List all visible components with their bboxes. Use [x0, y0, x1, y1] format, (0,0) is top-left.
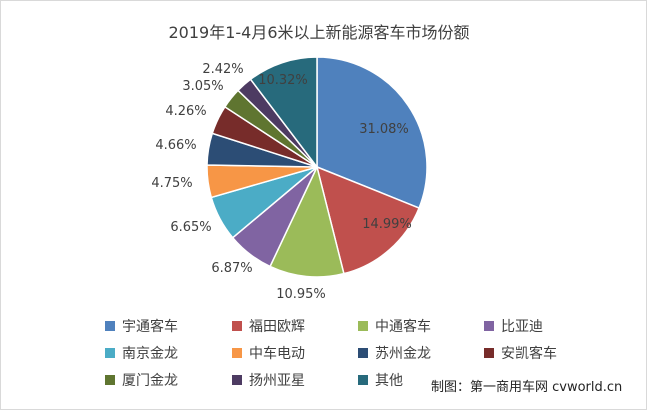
pie-slice-11: [249, 56, 318, 170]
slice-label-11: 10.32%: [258, 73, 308, 88]
pie-slice-3: [269, 164, 345, 278]
slice-label-3: 10.95%: [276, 287, 326, 302]
slice-label-8: 4.26%: [165, 104, 206, 119]
legend-swatch: [105, 375, 115, 385]
slice-label-4: 6.87%: [211, 261, 252, 276]
pie-labels: 31.08% 14.99% 10.95% 6.87% 6.65% 4.75% 4.66% 4.…: [151, 62, 411, 302]
slice-label-2: 14.99%: [362, 217, 412, 232]
slice-label-5: 6.65%: [170, 220, 211, 235]
legend-item-4: 比亚迪: [484, 319, 543, 335]
legend-label: 苏州金龙: [375, 346, 431, 362]
legend-item-9: 厦门金龙: [105, 373, 178, 389]
slice-label-9: 3.05%: [182, 79, 223, 94]
pie-slice-2: [315, 165, 421, 275]
slice-label-6: 4.75%: [151, 176, 192, 191]
chart-title: 2019年1-4月6米以上新能源客车市场份额: [168, 23, 469, 42]
legend-label: 福田欧辉: [249, 319, 305, 335]
legend-item-8: 安凯客车: [484, 345, 557, 362]
legend-swatch: [358, 375, 368, 385]
legend-label: 厦门金龙: [122, 373, 178, 389]
legend-label: 扬州亚星: [249, 373, 305, 389]
legend-swatch: [105, 321, 115, 331]
legend-label: 安凯客车: [501, 345, 557, 362]
legend-item-6: 中车电动: [232, 345, 305, 362]
legend-label: 南京金龙: [122, 346, 178, 362]
legend-label: 宇通客车: [122, 318, 178, 335]
legend-label: 中通客车: [375, 318, 431, 335]
legend-item-7: 苏州金龙: [358, 346, 431, 362]
slice-label-10: 2.42%: [202, 62, 243, 77]
legend-swatch: [232, 375, 242, 385]
legend-swatch: [358, 321, 368, 331]
legend-swatch: [105, 348, 115, 358]
legend-label: 中车电动: [249, 345, 305, 362]
pie-slices: [206, 56, 428, 278]
legend-label: 其他: [375, 373, 403, 389]
slice-label-1: 31.08%: [359, 122, 409, 137]
legend-swatch: [358, 348, 368, 358]
legend-swatch: [484, 348, 494, 358]
legend-item-10: 扬州亚星: [232, 373, 305, 389]
legend-swatch: [232, 348, 242, 358]
chart-credit: 制图：第一商用车网 cvworld.cn: [431, 379, 622, 395]
slice-label-7: 4.66%: [155, 138, 196, 153]
legend-swatch: [484, 321, 494, 331]
legend-swatch: [232, 321, 242, 331]
pie-slice-1: [316, 56, 428, 209]
legend-label: 比亚迪: [501, 319, 543, 335]
legend-item-3: 中通客车: [358, 318, 431, 335]
legend-item-2: 福田欧辉: [232, 319, 305, 335]
legend-item-11: 其他: [358, 373, 403, 389]
legend-item-1: 宇通客车: [105, 318, 178, 335]
legend-item-5: 南京金龙: [105, 346, 178, 362]
